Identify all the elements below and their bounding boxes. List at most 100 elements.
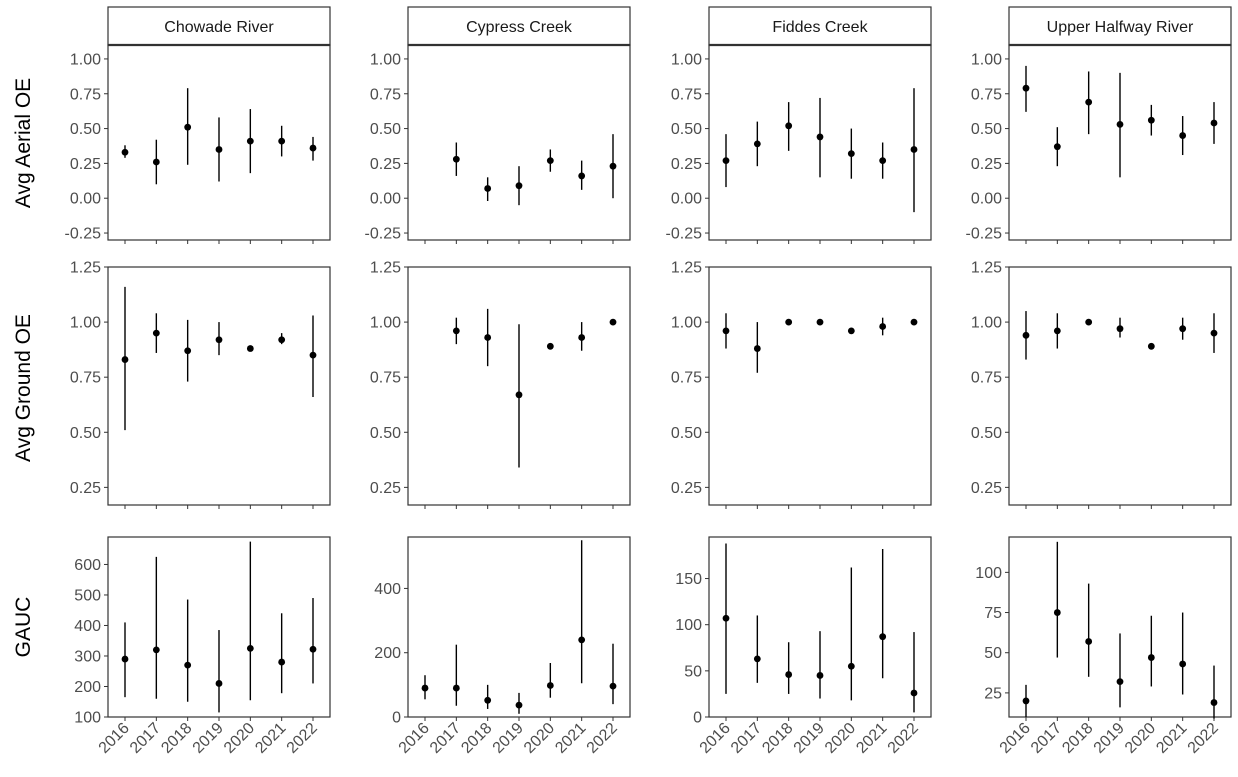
data-point-2016 xyxy=(1022,697,1030,705)
y-tick-label: 0.25 xyxy=(370,480,401,497)
data-point-2018 xyxy=(484,696,492,704)
y-tick-label: 0.50 xyxy=(70,121,101,138)
data-point-2018 xyxy=(1085,318,1093,326)
y-tick-label: 0.25 xyxy=(971,480,1002,497)
data-point-2018 xyxy=(1085,98,1093,106)
data-point-2019 xyxy=(215,336,223,344)
data-point-2021 xyxy=(278,336,286,344)
data-point-2021 xyxy=(578,636,586,644)
y-tick-label: 200 xyxy=(74,679,101,696)
x-tick-label: 2018 xyxy=(759,720,796,757)
data-point-2017 xyxy=(753,655,761,663)
y-tick-label: 0.00 xyxy=(671,191,702,208)
y-tick-label: 400 xyxy=(74,618,101,635)
panel-avg-aerial-oe-upper-halfway-river: -0.25 0.00 0.25 0.50 0.75 1.00 xyxy=(966,44,1232,244)
y-tick-label: 0.50 xyxy=(70,425,101,442)
x-tick-label: 2017 xyxy=(728,720,765,757)
facet-strip-cypress-creek: Cypress Creek xyxy=(407,6,631,47)
data-point-2020 xyxy=(546,157,554,165)
y-axis-title-avg-ground-oe: Avg Ground OE xyxy=(12,314,35,462)
data-point-2020 xyxy=(546,342,554,350)
data-point-2021 xyxy=(1179,325,1187,333)
facet-strip-upper-halfway-river: Upper Halfway River xyxy=(1008,6,1232,47)
facet-strip-label: Chowade River xyxy=(164,19,274,36)
y-tick-label: 75 xyxy=(984,605,1002,622)
panel-avg-ground-oe-chowade-river: 0.25 0.50 0.75 1.00 1.25 xyxy=(70,260,331,509)
y-tick-label: 0.25 xyxy=(971,156,1002,173)
data-point-2016 xyxy=(722,327,730,335)
y-tick-label: 300 xyxy=(74,648,101,665)
data-point-2021 xyxy=(879,633,887,641)
data-point-2021 xyxy=(278,137,286,145)
y-tick-label: 1.00 xyxy=(370,51,401,68)
data-point-2019 xyxy=(215,146,223,153)
y-tick-label: 0.50 xyxy=(671,425,702,442)
data-point-2019 xyxy=(515,701,523,709)
panel-avg-ground-oe-fiddes-creek: 0.25 0.50 0.75 1.00 1.25 xyxy=(671,260,932,509)
y-tick-label: 0.50 xyxy=(671,121,702,138)
data-point-2017 xyxy=(152,158,160,166)
data-point-2019 xyxy=(816,672,824,679)
x-tick-label: 2017 xyxy=(427,720,464,757)
y-tick-label: -0.25 xyxy=(365,226,402,243)
x-tick-label: 2016 xyxy=(96,720,133,757)
facet-strip-box xyxy=(107,6,331,46)
panel-frame xyxy=(1008,266,1232,506)
data-point-2018 xyxy=(484,334,492,341)
panel-avg-aerial-oe-cypress-creek: -0.25 0.00 0.25 0.50 0.75 1.00 xyxy=(365,44,631,244)
y-tick-label: 0.75 xyxy=(70,86,101,103)
data-point-2020 xyxy=(1147,654,1155,661)
panel-frame xyxy=(107,266,331,506)
data-point-2016 xyxy=(121,655,129,663)
data-point-2022 xyxy=(309,351,317,359)
x-tick-label: 2022 xyxy=(885,720,922,757)
y-tick-label: 0.75 xyxy=(370,370,401,387)
data-point-2022 xyxy=(1210,119,1218,127)
x-tick-label: 2016 xyxy=(396,720,433,757)
facet-strip-label: Cypress Creek xyxy=(466,19,573,36)
data-point-2017 xyxy=(1053,327,1061,335)
data-point-2020 xyxy=(847,150,855,158)
y-tick-label: 1.00 xyxy=(70,315,101,332)
facet-strip-label: Upper Halfway River xyxy=(1047,19,1194,36)
y-tick-label: 1.00 xyxy=(671,315,702,332)
data-point-2017 xyxy=(1053,609,1061,616)
y-tick-label: 100 xyxy=(74,710,101,727)
y-axis-title-avg-aerial-oe: Avg Aerial OE xyxy=(12,78,35,208)
x-tick-label: 2022 xyxy=(284,720,321,757)
x-tick-label: 2018 xyxy=(458,720,495,757)
facet-strip-chowade-river: Chowade River xyxy=(107,6,331,47)
y-tick-label: 1.00 xyxy=(671,51,702,68)
y-tick-label: 0 xyxy=(693,710,702,727)
data-point-2019 xyxy=(1116,678,1124,686)
panel-avg-aerial-oe-fiddes-creek: -0.25 0.00 0.25 0.50 0.75 1.00 xyxy=(666,44,932,244)
data-point-2021 xyxy=(278,658,286,666)
facet-strips: Chowade River Cypress Creek Fiddes Creek Up… xyxy=(107,6,1232,47)
x-tick-label: 2021 xyxy=(252,720,289,757)
y-tick-label: 100 xyxy=(675,617,702,634)
data-point-2017 xyxy=(452,684,460,692)
x-tick-label: 2020 xyxy=(521,720,558,757)
data-point-2017 xyxy=(152,646,160,654)
y-tick-label: 500 xyxy=(74,587,101,604)
data-point-2017 xyxy=(452,327,460,335)
panel-frame xyxy=(407,44,631,241)
y-tick-label: 0.50 xyxy=(971,425,1002,442)
y-tick-label: 600 xyxy=(74,557,101,574)
y-tick-label: -0.25 xyxy=(666,226,703,243)
y-tick-label: 0.00 xyxy=(70,191,101,208)
y-tick-label: 0.75 xyxy=(70,370,101,387)
data-point-2016 xyxy=(121,356,129,363)
data-point-2018 xyxy=(484,185,492,192)
y-tick-label: 0.25 xyxy=(70,156,101,173)
y-tick-label: 50 xyxy=(684,663,702,680)
data-point-2022 xyxy=(1210,329,1218,337)
x-tick-label: 2020 xyxy=(822,720,859,757)
facet-strip-box xyxy=(407,6,631,46)
y-tick-label: 1.25 xyxy=(70,260,101,277)
y-tick-label: 0.25 xyxy=(70,480,101,497)
